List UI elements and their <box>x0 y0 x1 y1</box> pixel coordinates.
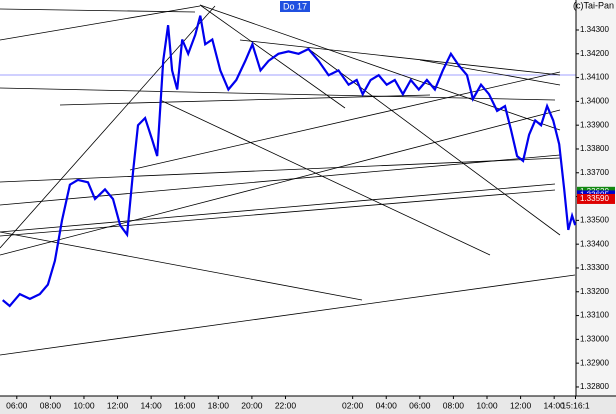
trendline <box>239 39 561 76</box>
y-tick-label: 1.33900 <box>580 120 609 129</box>
trendline <box>0 8 196 13</box>
x-tick-label: 12:00 <box>510 400 532 410</box>
x-tick-label: 15:16:1 <box>561 400 590 410</box>
trendline <box>0 189 556 237</box>
x-tick-label: 12:00 <box>107 400 129 410</box>
x-tick-label: 06:00 <box>6 400 28 410</box>
trendlines <box>0 4 576 356</box>
trendline <box>309 49 561 236</box>
y-tick-label: 1.33700 <box>580 168 609 177</box>
y-tick-label: 1.33500 <box>580 215 609 224</box>
y-tick-label: 1.33800 <box>580 144 609 153</box>
y-tick-label: 1.34300 <box>580 25 609 34</box>
x-tick-label: 04:00 <box>376 400 398 410</box>
y-tick-label: 1.32900 <box>580 358 609 367</box>
price-tag-label: 1.33590 <box>580 194 609 203</box>
trendline <box>0 157 561 183</box>
x-tick-label: 14:00 <box>544 400 566 410</box>
trendline <box>199 4 346 109</box>
title-box <box>280 1 310 12</box>
trendline <box>0 183 556 233</box>
x-tick-label: 16:00 <box>174 400 196 410</box>
price-tag <box>577 193 615 204</box>
trendline <box>129 71 561 171</box>
y-tick-label: 1.33200 <box>580 287 609 296</box>
y-tick-label: 1.33000 <box>580 334 609 343</box>
y-tick-label: 1.34000 <box>580 96 609 105</box>
x-tick-label: 06:00 <box>409 400 431 410</box>
copyright: (c)Tai-Pan <box>573 0 614 10</box>
x-tick-label: 20:00 <box>241 400 263 410</box>
x-tick-label: 14:00 <box>140 400 162 410</box>
trendline <box>0 274 576 356</box>
x-tick-label: 02:00 <box>342 400 364 410</box>
x-tick-label: 10:00 <box>73 400 95 410</box>
trendline <box>159 99 491 256</box>
x-axis-band <box>0 396 616 414</box>
y-tick-label: 1.33300 <box>580 263 609 272</box>
x-tick-label: 18:00 <box>208 400 230 410</box>
trendline <box>59 94 431 106</box>
trendline <box>0 231 363 301</box>
trendline <box>419 59 561 86</box>
trendline <box>0 87 556 101</box>
y-tick-label: 1.33100 <box>580 311 609 320</box>
x-tick-label: 10:00 <box>476 400 498 410</box>
y-tick-label: 1.33400 <box>580 239 609 248</box>
trendline <box>0 109 561 256</box>
price-line <box>1 15 577 308</box>
y-tick-label: 1.34100 <box>580 73 609 82</box>
x-tick-label: 08:00 <box>40 400 62 410</box>
x-tick-label: 08:00 <box>443 400 465 410</box>
y-tick-label: 1.32800 <box>580 382 609 391</box>
trendline <box>0 5 216 249</box>
y-tick-label: 1.34200 <box>580 49 609 58</box>
chart-title: Do 17 <box>283 1 307 11</box>
x-tick-label: 22:00 <box>275 400 297 410</box>
